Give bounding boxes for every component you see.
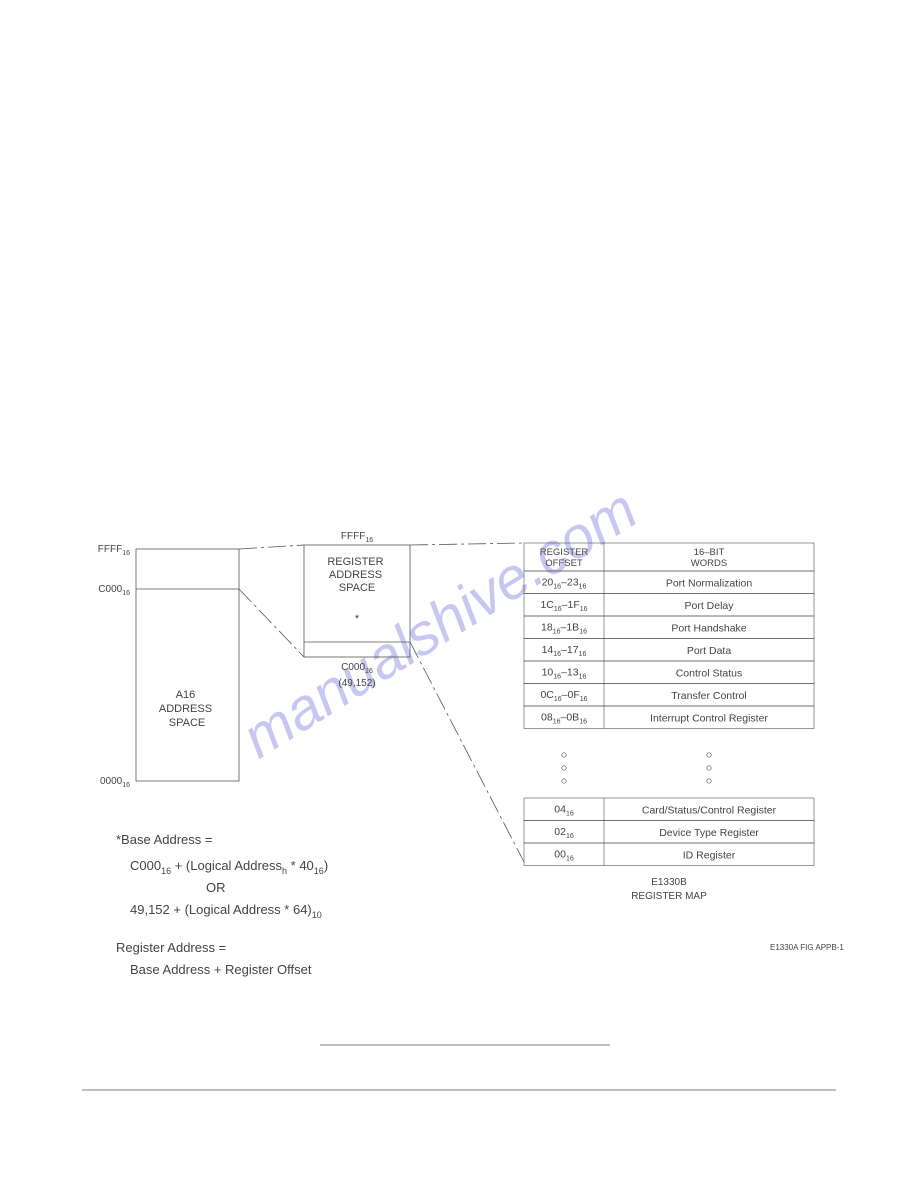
watermark: manualshive.com [231, 476, 648, 770]
svg-text:Port Normalization: Port Normalization [666, 577, 753, 589]
svg-text:0416: 0416 [554, 803, 574, 817]
svg-text:ID Register: ID Register [683, 849, 736, 861]
reg-top-addr: FFFF16 [341, 531, 373, 544]
base-address-formula: *Base Address = C00016 + (Logical Addres… [116, 832, 328, 977]
svg-text:0016: 0016 [554, 848, 574, 862]
svg-text:Transfer Control: Transfer Control [671, 690, 746, 702]
a16-address-space-block: FFFF16 C00016 000016 A16 ADDRESS SPACE [98, 544, 239, 789]
svg-text:Interrupt Control Register: Interrupt Control Register [650, 712, 768, 724]
a16-title: A16 ADDRESS SPACE [159, 689, 215, 729]
svg-text:REGISTER: REGISTER [540, 547, 589, 558]
svg-text:Port Delay: Port Delay [684, 600, 734, 612]
a16-bot-addr: 000016 [100, 776, 130, 789]
svg-text:16–BIT: 16–BIT [694, 547, 725, 558]
svg-text:0C16–0F16: 0C16–0F16 [540, 689, 587, 703]
reg-below-num: (49,152) [338, 678, 375, 689]
svg-text:WORDS: WORDS [691, 558, 727, 569]
a16-top-addr: FFFF16 [98, 544, 130, 557]
reg-asterisk: * [355, 613, 360, 625]
register-map-table: REGISTEROFFSET 16–BITWORDS 2016–2316 Port N… [524, 543, 814, 902]
svg-text:0816–0B16: 0816–0B16 [541, 711, 587, 725]
svg-text:Card/Status/Control Register: Card/Status/Control Register [642, 804, 777, 816]
svg-text:Base Address + Register Offs: Base Address + Register Offset [130, 962, 312, 977]
svg-text:1816–1B16: 1816–1B16 [541, 621, 587, 635]
svg-text:Control Status: Control Status [676, 667, 743, 679]
svg-text:49,152 + (Logical Address: 49,152 + (Logical Address * 64)10 [130, 902, 322, 920]
svg-text:OR: OR [206, 880, 226, 895]
connector-2 [239, 589, 304, 657]
svg-text:1416–1716: 1416–1716 [542, 644, 587, 658]
connector-4 [410, 642, 524, 862]
svg-text:1016–1316: 1016–1316 [542, 666, 587, 680]
figure-id-label: E1330A FIG APPB-1 [770, 943, 844, 952]
svg-text:Register Address =: Register Address = [116, 940, 226, 955]
svg-text:E1330B: E1330B [651, 877, 687, 888]
svg-text:C00016 + (Logical Addressh: C00016 + (Logical Addressh * 4016) [130, 858, 328, 876]
connector-1 [239, 545, 304, 549]
svg-text:OFFSET: OFFSET [545, 558, 583, 569]
svg-text:REGISTER MAP: REGISTER MAP [631, 891, 707, 902]
svg-text:Port Handshake: Port Handshake [671, 622, 746, 634]
svg-text:2016–2316: 2016–2316 [542, 576, 587, 590]
svg-text:1C16–1F16: 1C16–1F16 [540, 599, 587, 613]
a16-mid-addr: C00016 [98, 584, 130, 597]
svg-text:Port Data: Port Data [687, 645, 732, 657]
svg-text:Device Type Register: Device Type Register [659, 827, 759, 839]
svg-text:*Base Address =: *Base Address = [116, 832, 212, 847]
svg-text:0216: 0216 [554, 826, 574, 840]
reg-title: REGISTER ADDRESS SPACE [327, 556, 386, 594]
